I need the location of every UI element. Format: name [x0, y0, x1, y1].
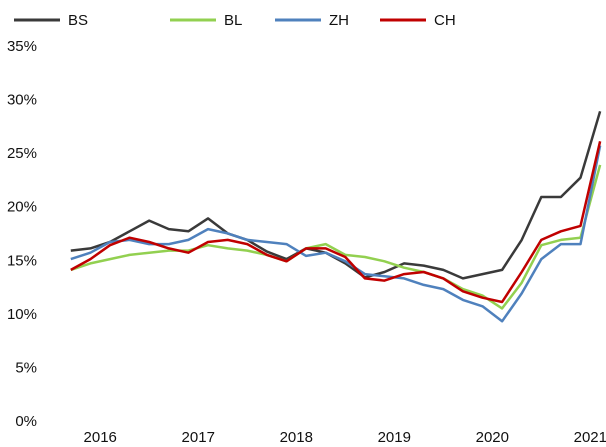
- x-tick-label: 2019: [378, 429, 411, 446]
- y-tick-label: 30%: [7, 92, 37, 109]
- x-tick-label: 2021: [574, 429, 606, 446]
- y-tick-label: 25%: [7, 145, 37, 162]
- legend-label: CH: [434, 12, 456, 29]
- series-line: [70, 145, 602, 323]
- y-tick-label: 0%: [15, 413, 37, 430]
- x-tick-label: 2018: [280, 429, 313, 446]
- y-tick-label: 5%: [15, 359, 37, 376]
- legend-label: ZH: [329, 12, 349, 29]
- legend-label: BS: [68, 12, 88, 29]
- y-tick-label: 10%: [7, 306, 37, 323]
- y-tick-label: 20%: [7, 199, 37, 216]
- y-tick-label: 15%: [7, 252, 37, 269]
- x-tick-label: 2017: [182, 429, 215, 446]
- series-line: [70, 141, 602, 304]
- series-line: [70, 164, 602, 310]
- x-tick-label: 2016: [84, 429, 117, 446]
- y-tick-label: 35%: [7, 38, 37, 55]
- x-tick-label: 2020: [476, 429, 509, 446]
- legend-label: BL: [224, 12, 242, 29]
